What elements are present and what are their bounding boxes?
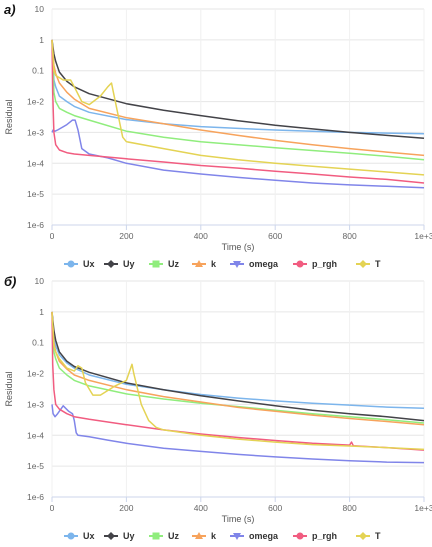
x-tick-label: 1e+3	[414, 503, 432, 513]
series-line-k	[51, 39, 425, 157]
panel-label-b: б)	[4, 274, 17, 289]
y-tick-label: 1e-6	[27, 492, 44, 502]
legend-label: Uy	[123, 259, 135, 269]
x-axis-title: Time (s)	[222, 242, 255, 252]
y-tick-label: 1	[39, 35, 44, 45]
y-tick-label: 10	[35, 4, 45, 14]
series-line-T	[51, 39, 425, 176]
legend-triangle-marker	[195, 260, 203, 267]
legend-circle-marker	[67, 260, 75, 268]
legend-item-Uz[interactable]: Uz	[149, 259, 179, 269]
legend-item-Uy[interactable]: Uy	[104, 531, 135, 541]
x-tick-label: 400	[194, 231, 208, 241]
y-tick-label: 1e-3	[27, 399, 44, 409]
x-tick-label: 0	[50, 231, 55, 241]
series-line-omega	[51, 119, 425, 189]
y-tick-label: 1e-5	[27, 461, 44, 471]
legend-item-omega[interactable]: omega	[230, 531, 279, 541]
chart-panel-b: б) 10 1 0.1 1e-2 1e-3 1e-4 1e-5 1e-6 0 200 400 600 8…	[0, 272, 432, 544]
legend-triangle-down-marker	[233, 533, 241, 540]
series-line-p_rgh	[51, 39, 425, 184]
legend-label: k	[211, 531, 217, 541]
y-tick-label: 1	[39, 307, 44, 317]
series-line-Uz	[51, 311, 425, 424]
legend-label: Ux	[83, 531, 95, 541]
legend-circle-marker	[296, 532, 304, 540]
legend-item-Uy[interactable]: Uy	[104, 259, 135, 269]
legend-item-Uz[interactable]: Uz	[149, 531, 179, 541]
legend-item-k[interactable]: k	[192, 531, 217, 541]
series-line-Uy	[51, 311, 425, 422]
legend-label: T	[375, 531, 381, 541]
y-axis-title: Residual	[4, 371, 14, 406]
legend-label: p_rgh	[312, 259, 337, 269]
residual-chart-b: 10 1 0.1 1e-2 1e-3 1e-4 1e-5 1e-6 0 200 400 600 800 1…	[4, 276, 432, 541]
y-tick-label: 10	[35, 276, 45, 286]
legend-label: omega	[249, 259, 279, 269]
y-tick-label: 1e-2	[27, 369, 44, 379]
legend-item-omega[interactable]: omega	[230, 259, 279, 269]
y-tick-label: 0.1	[32, 66, 44, 76]
chart-panel-a: а) 10 1 0.1 1e-2 1e-3 1e-4 1e-5 1e-6 0 200 400 600 8…	[0, 0, 432, 270]
legend-item-p_rgh[interactable]: p_rgh	[293, 259, 337, 269]
legend-triangle-marker	[195, 532, 203, 539]
series-line-k	[51, 311, 425, 426]
legend-circle-marker	[296, 260, 304, 268]
legend-triangle-down-marker	[233, 261, 241, 268]
x-tick-label: 400	[194, 503, 208, 513]
legend-item-T[interactable]: T	[356, 531, 381, 541]
series-line-Uz	[51, 39, 425, 161]
x-tick-label: 200	[119, 503, 133, 513]
series-line-Uy	[51, 39, 425, 139]
legend-item-Ux[interactable]: Ux	[64, 259, 95, 269]
legend-circle-marker	[67, 532, 75, 540]
x-tick-label: 1e+3	[414, 231, 432, 241]
legend-diamond-marker	[107, 532, 115, 540]
legend-label: T	[375, 259, 381, 269]
y-tick-label: 0.1	[32, 338, 44, 348]
y-tick-label: 1e-5	[27, 189, 44, 199]
legend-label: Uz	[168, 531, 179, 541]
x-tick-label: 800	[343, 231, 357, 241]
legend-label: k	[211, 259, 217, 269]
y-tick-label: 1e-4	[27, 158, 44, 168]
series-line-omega	[51, 404, 425, 464]
x-tick-label: 800	[343, 503, 357, 513]
legend-item-p_rgh[interactable]: p_rgh	[293, 531, 337, 541]
legend-label: Uy	[123, 531, 135, 541]
legend-square-marker	[152, 260, 160, 268]
series-line-Ux	[51, 39, 425, 135]
y-axis-title: Residual	[4, 99, 14, 134]
y-tick-label: 1e-4	[27, 430, 44, 440]
y-tick-label: 1e-3	[27, 127, 44, 137]
legend-label: Uz	[168, 259, 179, 269]
x-tick-label: 600	[268, 503, 282, 513]
y-tick-label: 1e-6	[27, 220, 44, 230]
x-tick-label: 200	[119, 231, 133, 241]
legend-diamond-marker	[359, 260, 367, 268]
series-line-Ux	[51, 311, 425, 410]
x-tick-label: 0	[50, 503, 55, 513]
legend-diamond-marker	[359, 532, 367, 540]
legend-square-marker	[152, 532, 160, 540]
series-line-T	[51, 311, 425, 451]
legend-label: Ux	[83, 259, 95, 269]
x-tick-label: 600	[268, 231, 282, 241]
legend-item-T[interactable]: T	[356, 259, 381, 269]
legend-item-k[interactable]: k	[192, 259, 217, 269]
legend-label: p_rgh	[312, 531, 337, 541]
series-line-p_rgh	[51, 311, 425, 451]
x-axis-title: Time (s)	[222, 514, 255, 524]
legend-label: omega	[249, 531, 279, 541]
legend-item-Ux[interactable]: Ux	[64, 531, 95, 541]
legend-diamond-marker	[107, 260, 115, 268]
panel-label-a: а)	[4, 2, 16, 17]
residual-chart-a: 10 1 0.1 1e-2 1e-3 1e-4 1e-5 1e-6 0 200 400 600 800 1…	[4, 4, 432, 269]
y-tick-label: 1e-2	[27, 97, 44, 107]
